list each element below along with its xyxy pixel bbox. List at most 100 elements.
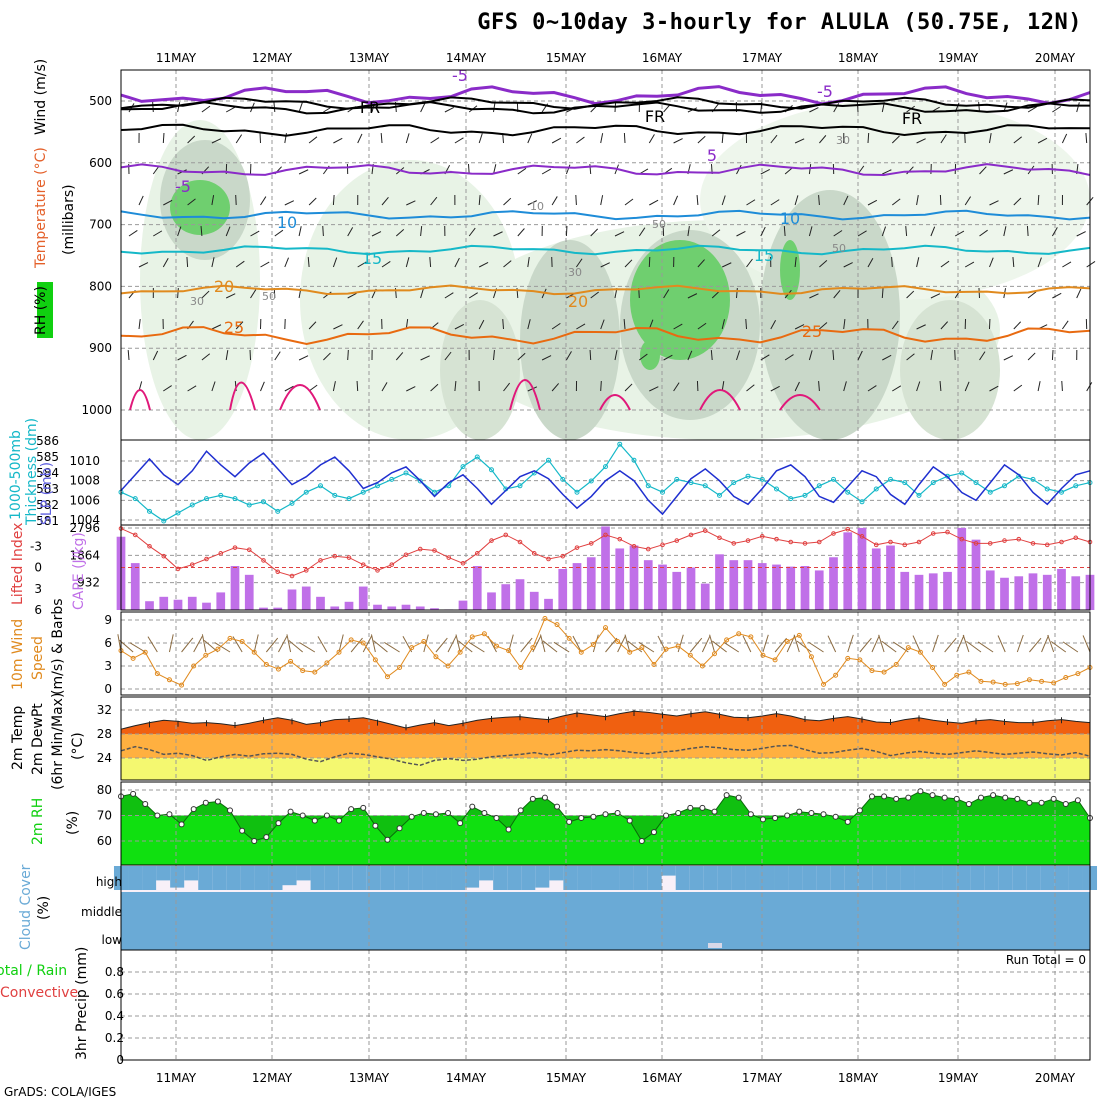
rh-label: 10 [530, 200, 544, 213]
wind-barb [576, 323, 586, 330]
wind-barb [260, 381, 265, 392]
wind-barb [517, 228, 525, 237]
wind-barb [357, 261, 367, 268]
chart-title: GFS 0~10day 3-hourly for ALULA (50.75E, … [477, 10, 1082, 35]
rh-point [965, 801, 972, 808]
cape-bar [145, 601, 154, 610]
rh-point [759, 816, 766, 823]
cloud-low-gap [708, 943, 722, 948]
cape-tick: 932 [77, 576, 100, 590]
thickness-point [261, 499, 266, 505]
wind-barb [260, 196, 267, 206]
wind-barb [274, 229, 284, 237]
rh-point [578, 815, 585, 822]
cape-bar [886, 545, 895, 610]
rh-point [1050, 795, 1057, 802]
rh-point [990, 792, 997, 799]
cloud-high-cell [872, 866, 887, 890]
thickness-point [759, 476, 765, 482]
wind-barb [406, 200, 416, 206]
thickness-point [161, 518, 167, 524]
rh-point [566, 818, 573, 825]
wind-barb [406, 386, 416, 392]
wind-barb [284, 385, 294, 392]
cloud-high-cell [310, 866, 325, 890]
wind-barb [503, 260, 512, 268]
wind-barb [697, 259, 705, 268]
cape-bar [615, 548, 625, 610]
isotherm-label: 10 [277, 213, 297, 232]
cloud-high-cell [647, 866, 662, 890]
wind-barb [298, 169, 309, 175]
wind-barb-10m [129, 642, 146, 653]
cloud-ylabel: Cloud Cover [18, 864, 34, 950]
wind-barb [891, 135, 900, 144]
wind-barb-10m [193, 635, 203, 653]
rh-point [929, 792, 936, 799]
wind-barb [1037, 381, 1041, 392]
cloud-high-cell [886, 866, 901, 890]
thickness-point [474, 454, 480, 460]
wind-barb [478, 261, 489, 268]
temp-ylabel-2: 2m DewPt [30, 703, 46, 775]
rh-point [881, 793, 888, 800]
li-point [132, 532, 138, 538]
thickness-point [446, 483, 452, 489]
wind-barb [857, 230, 867, 237]
wind-speed-point [445, 663, 451, 669]
thickness-point [132, 496, 138, 502]
thickness-point [389, 476, 395, 482]
rh-point [1062, 801, 1069, 808]
rh-point [554, 803, 561, 810]
rh-point [977, 794, 984, 801]
wind-speed-point [736, 631, 742, 637]
cloud-high-cell [535, 866, 550, 888]
cloud-high-cell [605, 866, 620, 890]
wind-barb [308, 136, 318, 144]
cape-bar [216, 592, 226, 610]
thickness-point [403, 470, 409, 476]
cloud-high-cell [1054, 866, 1069, 890]
wind-barb [939, 194, 942, 206]
wind-speed-point [845, 655, 851, 661]
thickness-point [674, 476, 680, 482]
wind-speed-point [409, 645, 415, 651]
wind-barb-10m [932, 634, 939, 653]
wind-barb [332, 381, 336, 392]
thickness-point [645, 483, 651, 489]
cloud-high-cell [493, 866, 508, 890]
rh-point [311, 817, 318, 824]
rh-point [784, 812, 791, 819]
wind-barb [381, 382, 388, 392]
wind-barb [565, 351, 572, 361]
cape-bar [843, 532, 853, 610]
rh-point [905, 794, 912, 801]
rh-point [384, 836, 391, 843]
wind-barb [746, 258, 753, 268]
li-point [603, 532, 608, 538]
wind-barb [978, 287, 980, 299]
wind-barb [906, 353, 915, 361]
li-point [588, 541, 594, 546]
date-label-top: 18MAY [838, 51, 879, 65]
wind-barb-10m [1029, 637, 1042, 653]
temp-ylabel-unit: (°C) [70, 732, 86, 760]
wind-barb [298, 226, 302, 237]
wind-speed-point [712, 651, 718, 657]
wind-barb [444, 292, 454, 299]
wind-speed-point [627, 649, 633, 655]
date-label-top: 15MAY [546, 51, 587, 65]
wind-barb [187, 135, 196, 144]
thickness-point [731, 480, 737, 486]
wind-barb [478, 194, 481, 206]
li-point [688, 532, 694, 538]
cloud-high-cell [366, 866, 381, 890]
wind-barb [673, 195, 679, 206]
wind-speed-point [360, 640, 366, 646]
rh-point [1014, 795, 1021, 802]
wind-barb-10m [384, 642, 400, 653]
date-label-bottom: 12MAY [252, 1071, 293, 1085]
wind-barb [273, 101, 276, 113]
cape-bar [358, 586, 368, 610]
